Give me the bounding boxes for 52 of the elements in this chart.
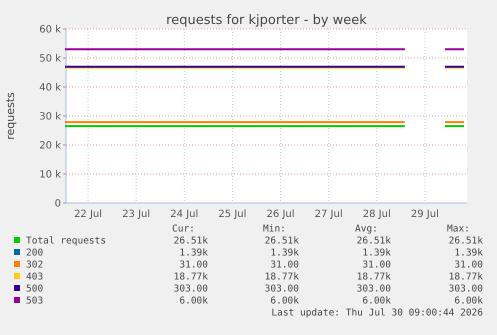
text: 303.00 (356, 283, 392, 294)
text: 1.39k (179, 247, 208, 258)
y-tick-label: 50 k (39, 54, 62, 64)
x-tick-label: 23 Jul (122, 209, 150, 220)
x-tick-label: 28 Jul (362, 209, 391, 220)
y-tick-label: 0 (54, 198, 61, 210)
legend-label: 503 (26, 295, 44, 306)
y-tick-label: 40 k (39, 82, 62, 94)
text: 6.00k (362, 295, 392, 306)
y-tick-label: 60 k (39, 24, 62, 36)
text: 18.77k (448, 271, 484, 282)
text: 18.77k (174, 271, 208, 282)
text: 26.51k (448, 235, 484, 246)
y-tick-label: 10 k (39, 170, 62, 180)
y-tick-label: 30 k (39, 112, 62, 122)
text: Cur: (172, 223, 195, 234)
text: 6.00k (454, 295, 484, 306)
y-axis-title: requests (4, 92, 17, 140)
text: 31.00 (179, 259, 208, 270)
legend-label: 500 (26, 283, 44, 294)
text: 303.00 (264, 283, 300, 294)
text: 31.00 (362, 259, 392, 270)
text: 31.00 (270, 259, 300, 270)
x-tick-label: 25 Jul (218, 209, 246, 220)
legend-label: 403 (26, 271, 44, 282)
x-tick-label: 22 Jul (74, 209, 102, 220)
text: 6.00k (179, 295, 208, 306)
text: Min: (263, 223, 286, 234)
text: 303.00 (174, 283, 208, 294)
text: 6.00k (270, 295, 300, 306)
x-tick-label: 24 Jul (170, 209, 198, 220)
text: Max: (447, 223, 470, 234)
y-tick-label: 20 k (39, 140, 62, 152)
text: 26.51k (264, 235, 300, 246)
text: 31.00 (454, 259, 484, 270)
legend-label: 302 (26, 259, 44, 270)
text: 26.51k (174, 235, 208, 246)
x-tick-label: 27 Jul (314, 209, 343, 220)
legend-label: Total requests (26, 235, 106, 246)
x-tick-label: 26 Jul (266, 209, 295, 220)
text: 26.51k (356, 235, 392, 246)
text: 1.39k (270, 247, 300, 258)
x-tick-label: 29 Jul (410, 209, 439, 220)
chart-title: requests for kjporter - by week (166, 13, 368, 28)
text: Last update: Thu Jul 30 09:00:44 2026 (271, 307, 484, 318)
text: 303.00 (448, 283, 484, 294)
text: 1.39k (454, 247, 484, 258)
text: Avg: (355, 223, 378, 234)
legend-label: 200 (26, 247, 44, 258)
text: 1.39k (362, 247, 392, 258)
text: 18.77k (264, 271, 300, 282)
text: 18.77k (356, 271, 392, 282)
